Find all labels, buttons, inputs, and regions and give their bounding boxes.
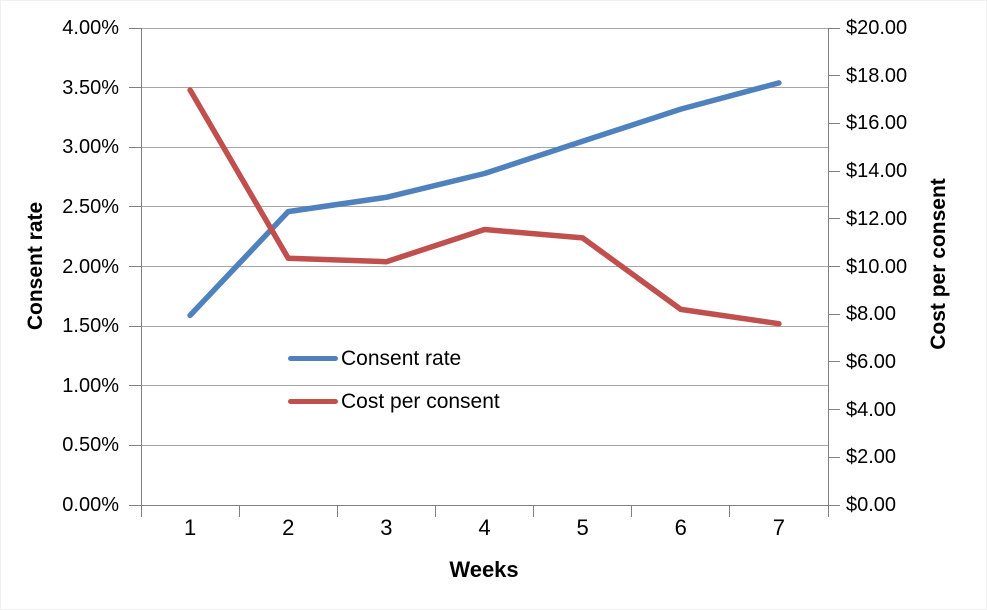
- left-axis-tick-label: 1.50%: [62, 315, 119, 338]
- right-axis-tick: [828, 456, 840, 458]
- x-axis-tick-label: 6: [674, 515, 687, 540]
- right-axis-tick-label: $6.00: [846, 350, 897, 373]
- left-axis-tick-label: 3.50%: [62, 76, 119, 99]
- right-axis-tick: [828, 266, 840, 267]
- gridline: [141, 444, 828, 446]
- right-axis-tick-label: $16.00: [846, 112, 908, 135]
- left-axis-title: Consent rate: [24, 201, 47, 331]
- gridline: [141, 266, 828, 267]
- right-axis-tick: [828, 361, 840, 363]
- left-axis-tick-label: 3.00%: [62, 136, 119, 159]
- right-axis-title: Cost per consent: [927, 178, 950, 350]
- gridline: [141, 87, 828, 89]
- right-axis-tick-label: $12.00: [846, 207, 908, 230]
- right-axis-line: [827, 28, 829, 505]
- right-axis-tick: [828, 504, 840, 506]
- left-axis-tick: [129, 325, 141, 327]
- x-axis-tick: [238, 505, 240, 517]
- right-axis-tick: [828, 409, 840, 411]
- legend-item-cost-per-consent: Cost per consent: [288, 385, 500, 417]
- x-axis-tick: [140, 505, 142, 517]
- left-axis-tick: [129, 385, 141, 387]
- right-axis-tick-label: $4.00: [846, 398, 897, 421]
- legend-line-sample-cost-per-consent: [288, 398, 338, 404]
- left-axis-tick: [129, 504, 141, 506]
- gridline: [141, 325, 828, 327]
- legend-label-cost-per-consent: Cost per consent: [341, 389, 500, 413]
- right-axis-tick-label: $2.00: [846, 446, 897, 469]
- series-line-consent-rate: [187, 80, 782, 319]
- right-axis-tick: [828, 122, 840, 124]
- x-axis-tick: [631, 505, 633, 517]
- legend-label-consent-rate: Consent rate: [341, 346, 462, 370]
- right-axis-tick-label: $20.00: [846, 17, 908, 39]
- left-axis-tick: [129, 444, 141, 446]
- left-axis-tick-label: 0.00%: [62, 494, 119, 516]
- x-axis-tick-label: 2: [282, 515, 295, 540]
- gridline: [141, 146, 828, 148]
- right-axis-tick-label: $0.00: [846, 494, 897, 516]
- right-axis-tick: [828, 170, 840, 172]
- right-axis-tick: [828, 27, 840, 29]
- left-axis-tick-label: 1.00%: [62, 374, 119, 397]
- gridline: [141, 27, 828, 29]
- left-axis-tick-label: 0.50%: [62, 434, 119, 457]
- x-axis-tick: [336, 505, 338, 517]
- right-axis-tick-label: $14.00: [846, 160, 908, 183]
- x-axis-title: Weeks: [449, 557, 519, 582]
- right-axis-tick: [828, 75, 840, 77]
- left-axis-tick: [129, 87, 141, 89]
- right-axis-tick: [828, 218, 840, 220]
- legend-item-consent-rate: Consent rate: [288, 342, 500, 374]
- x-axis-tick: [533, 505, 535, 517]
- x-axis-tick-label: 1: [183, 515, 197, 540]
- left-axis-tick: [129, 206, 141, 208]
- x-axis-tick-label: 7: [772, 515, 786, 540]
- x-axis-tick: [729, 505, 731, 517]
- left-axis-tick-label: 2.00%: [62, 255, 119, 278]
- left-axis-tick: [129, 27, 141, 29]
- x-axis-tick: [434, 505, 436, 517]
- left-axis-tick: [129, 146, 141, 148]
- left-axis-line: [140, 28, 142, 505]
- x-axis-tick-label: 3: [380, 515, 393, 540]
- left-axis-tick: [129, 266, 141, 267]
- gridline: [141, 385, 828, 387]
- right-axis-tick-label: $8.00: [846, 303, 897, 326]
- gridline: [141, 206, 828, 208]
- x-axis-tick-label: 5: [576, 515, 589, 540]
- right-axis-tick-label: $10.00: [846, 255, 908, 278]
- left-axis-tick-label: 2.50%: [62, 195, 119, 218]
- left-axis-tick-label: 4.00%: [62, 17, 119, 39]
- x-axis-tick-label: 4: [478, 515, 491, 540]
- right-axis-tick-label: $18.00: [846, 64, 908, 87]
- legend-line-sample-consent-rate: [288, 355, 338, 361]
- x-axis-tick: [827, 505, 829, 517]
- legend: Consent rate Cost per consent: [288, 342, 500, 417]
- right-axis-tick: [828, 313, 840, 315]
- x-axis-line: [141, 504, 828, 506]
